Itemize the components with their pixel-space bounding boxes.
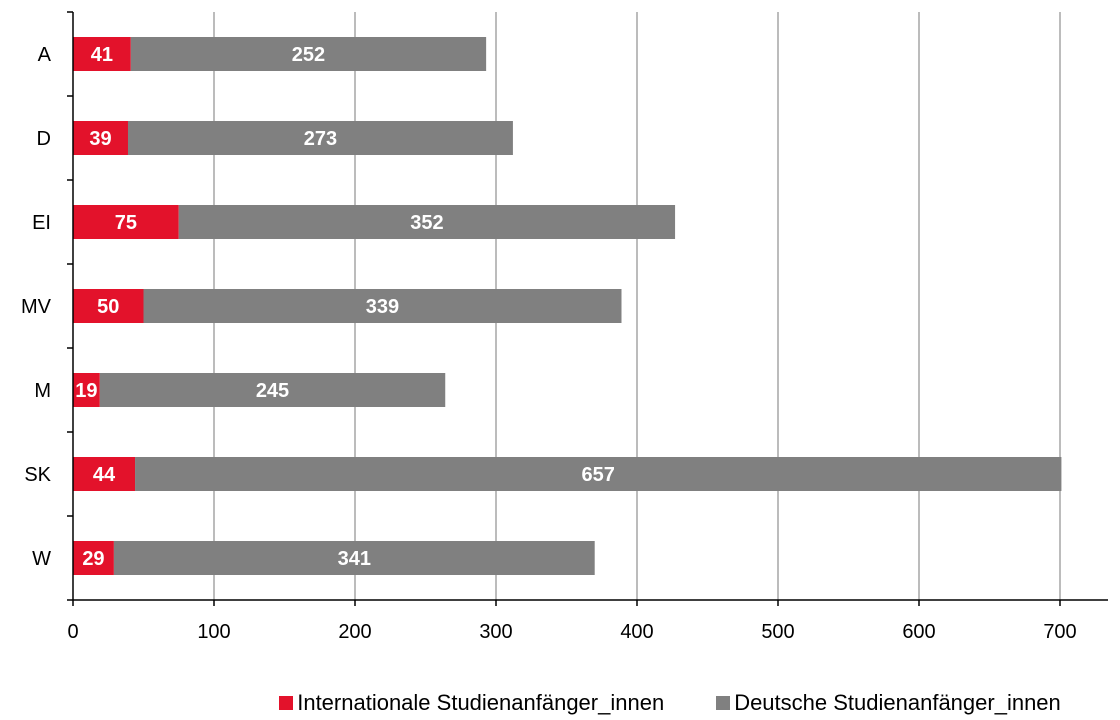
bar-deutsche-w: [113, 541, 595, 575]
category-label-sk: SK: [24, 464, 51, 486]
axis-layer: [67, 11, 1108, 606]
data-label-deutsche-m: 245: [256, 380, 289, 402]
bar-international-d: [73, 121, 128, 155]
bar-international-w: [73, 541, 114, 575]
bar-international-mv: [73, 289, 144, 323]
bar-deutsche-mv: [143, 289, 622, 323]
category-label-m: M: [34, 380, 51, 402]
x-tick-label-0: 0: [67, 621, 78, 643]
x-tick-label-400: 400: [620, 621, 653, 643]
x-tick-label-300: 300: [479, 621, 512, 643]
data-label-international-w: 29: [82, 548, 104, 570]
bar-international-m: [73, 373, 100, 407]
category-label-w: W: [32, 548, 51, 570]
category-label-d: D: [37, 128, 51, 150]
data-label-deutsche-mv: 339: [366, 296, 399, 318]
x-tick-label-600: 600: [902, 621, 935, 643]
legend-swatch-international: [279, 696, 294, 710]
legend-label-deutsche: Deutsche Studienanfänger_innen: [734, 690, 1061, 715]
legend: Internationale Studienanfänger_innen Deu…: [0, 688, 1120, 718]
x-tick-label-700: 700: [1043, 621, 1076, 643]
legend-swatch-deutsche: [716, 696, 731, 710]
x-tick-label-100: 100: [197, 621, 230, 643]
data-label-deutsche-a: 252: [292, 44, 325, 66]
bar-deutsche-d: [127, 121, 513, 155]
category-label-a: A: [38, 44, 52, 66]
label-layer: 41 252 A 39 273 D 75 352 EI 50 339 MV 19 245 M 44 657 SK 2…: [21, 44, 1077, 643]
data-label-deutsche-ei: 352: [410, 212, 443, 234]
data-label-deutsche-d: 273: [304, 128, 337, 150]
bar-deutsche-m: [99, 373, 446, 407]
category-label-mv: MV: [21, 296, 52, 318]
bar-international-ei: [73, 205, 179, 239]
data-label-international-mv: 50: [97, 296, 119, 318]
category-label-ei: EI: [32, 212, 51, 234]
data-label-international-ei: 75: [115, 212, 137, 234]
bar-chart: 41 252 A 39 273 D 75 352 EI 50 339 MV 19 245 M 44 657 SK 2…: [21, 11, 1108, 643]
bar-deutsche-ei: [178, 205, 676, 239]
legend-item-international: Internationale Studienanfänger_innen: [279, 690, 664, 716]
x-tick-label-200: 200: [338, 621, 371, 643]
data-label-international-sk: 44: [93, 464, 116, 486]
legend-item-deutsche: Deutsche Studienanfänger_innen: [716, 690, 1061, 716]
data-label-deutsche-sk: 657: [582, 464, 615, 486]
data-label-deutsche-w: 341: [338, 548, 371, 570]
data-label-international-d: 39: [89, 128, 111, 150]
bar-deutsche-sk: [135, 457, 1062, 491]
bar-international-sk: [73, 457, 136, 491]
bar-international-a: [73, 37, 131, 71]
bar-layer: [73, 37, 1062, 575]
data-label-international-a: 41: [91, 44, 113, 66]
data-label-international-m: 19: [75, 380, 97, 402]
bar-deutsche-a: [130, 37, 487, 71]
legend-label-international: Internationale Studienanfänger_innen: [297, 690, 665, 715]
x-tick-label-500: 500: [761, 621, 794, 643]
